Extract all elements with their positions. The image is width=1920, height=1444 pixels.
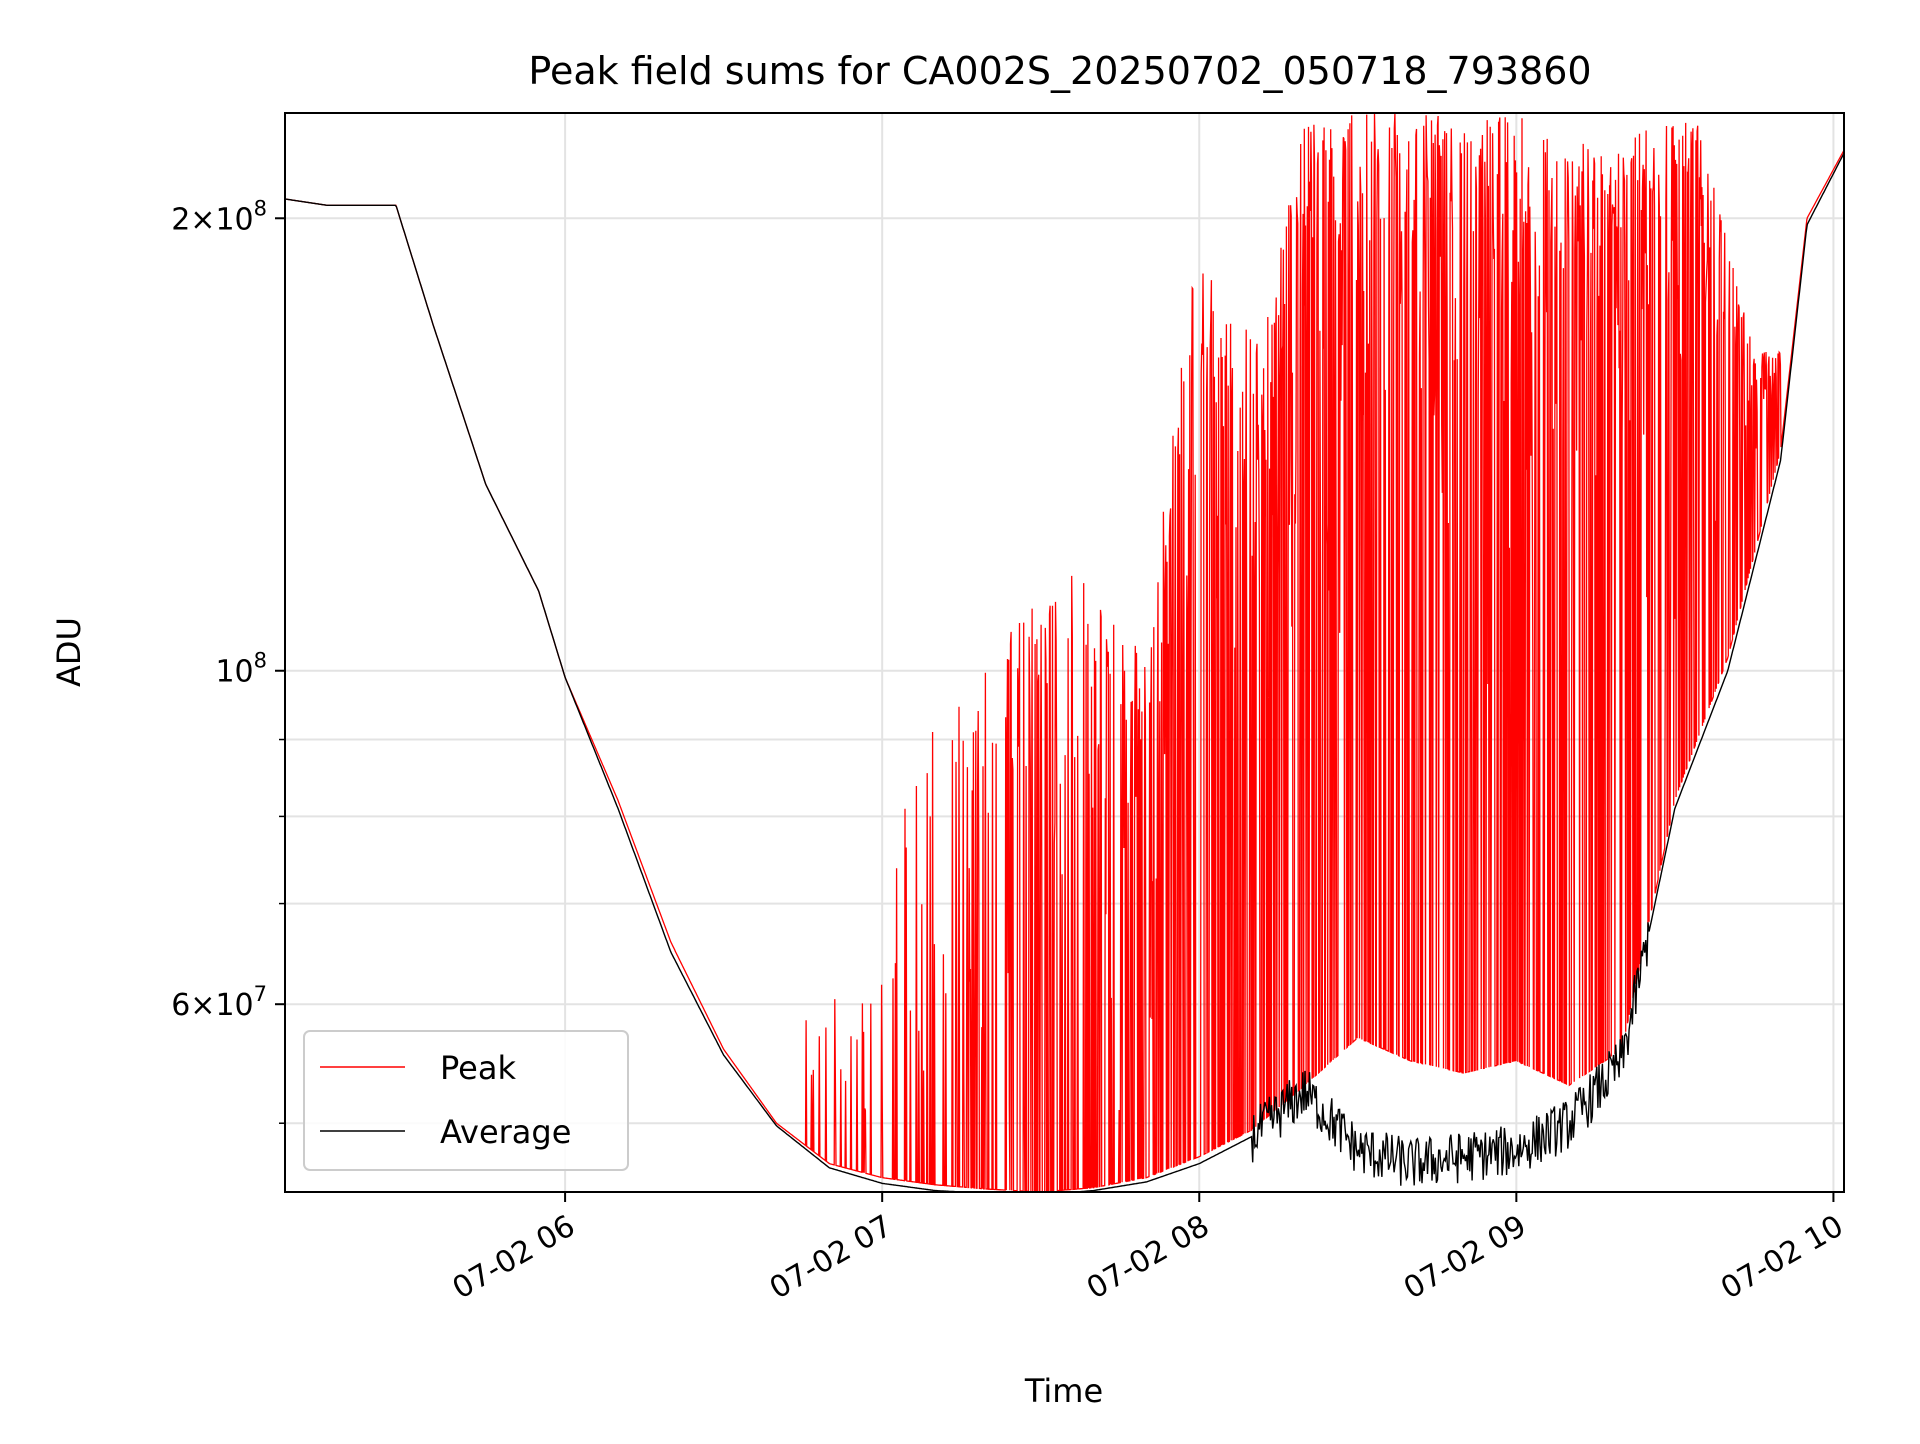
x-tick-label: 07-02 08 [1081, 1209, 1215, 1307]
chart-title: Peak field sums for CA002S_20250702_0507… [528, 49, 1591, 93]
y-tick-label: 6×107 [171, 982, 267, 1023]
legend-box [303, 1030, 629, 1171]
y-axis-label: ADU [50, 617, 88, 687]
x-tick-label: 07-02 09 [1398, 1209, 1532, 1307]
series-layer [285, 113, 1844, 1192]
y-axis-ticks: 2×108 108 6×107 [171, 196, 285, 1124]
legend: Peak Average [303, 1030, 629, 1171]
x-tick-label: 07-02 06 [447, 1209, 581, 1307]
y-tick-label: 2×108 [171, 196, 267, 237]
x-tick-label: 07-02 10 [1715, 1209, 1849, 1307]
legend-peak-label: Peak [440, 1049, 516, 1087]
legend-average-label: Average [440, 1113, 571, 1151]
y-tick-label: 108 [215, 649, 267, 690]
x-axis-ticks: 07-02 06 07-02 07 07-02 08 07-02 09 07-02 10 [447, 1192, 1849, 1307]
series-average-line [285, 152, 1844, 1192]
plot-frame [284, 112, 1845, 1193]
x-tick-label: 07-02 07 [764, 1209, 898, 1307]
x-axis-label: Time [1024, 1372, 1103, 1410]
